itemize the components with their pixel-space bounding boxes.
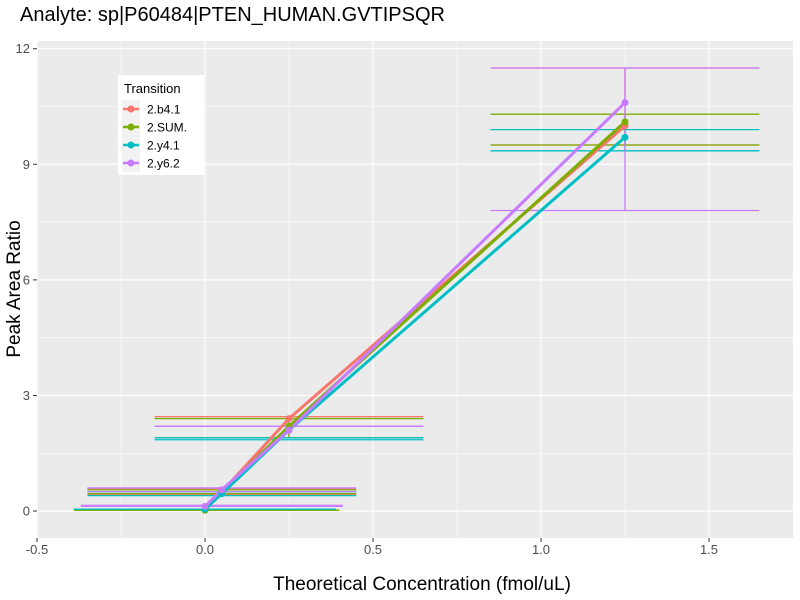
point-2-y6-2 — [621, 99, 629, 107]
legend-label-2-sum: 2.SUM. — [147, 121, 187, 135]
point-2-y4-1 — [621, 133, 629, 141]
y-tick-label: 3 — [23, 388, 30, 403]
legend-label-2-y4-1: 2.y4.1 — [147, 139, 180, 153]
x-axis-label: Theoretical Concentration (fmol/uL) — [273, 574, 571, 595]
point-2-b4-1 — [285, 415, 293, 423]
point-2-y6-2 — [201, 502, 209, 510]
y-tick-label: 0 — [23, 504, 30, 519]
series-lines — [203, 101, 627, 512]
legend-title: Transition — [124, 81, 181, 96]
x-tick-label: 0.0 — [196, 542, 214, 557]
legend-key-point-2-sum — [127, 123, 135, 131]
y-axis: 0 3 6 9 12 — [16, 41, 37, 519]
point-2-sum — [621, 118, 629, 126]
legend-label-2-b4-1: 2.b4.1 — [147, 103, 181, 117]
legend-label-2-y6-2: 2.y6.2 — [147, 157, 180, 171]
x-tick-label: 1.0 — [532, 542, 550, 557]
y-tick-label: 6 — [23, 272, 30, 287]
x-tick-label: 0.5 — [364, 542, 382, 557]
minor-gridlines — [37, 41, 793, 538]
point-2-y6-2 — [218, 486, 226, 494]
y-axis-label: Peak Area Ratio — [4, 220, 25, 357]
legend-key-point-2-b4-1 — [127, 105, 135, 113]
legend: Transition 2.b4.1 2.SUM. 2.y4.1 2.y6.2 — [118, 75, 204, 175]
legend-key-point-2-y4-1 — [127, 141, 135, 149]
series-line-2-y6-2 — [203, 101, 627, 508]
x-axis: -0.5 0.0 0.5 1.0 1.5 — [26, 538, 718, 557]
y-tick-label: 12 — [16, 41, 30, 56]
legend-key-point-2-y6-2 — [127, 159, 135, 167]
y-tick-label: 9 — [23, 157, 30, 172]
x-tick-label: -0.5 — [26, 542, 48, 557]
x-tick-label: 1.5 — [700, 542, 718, 557]
chart-title: Analyte: sp|P60484|PTEN_HUMAN.GVTIPSQR — [20, 4, 445, 26]
major-gridlines — [36, 41, 793, 538]
point-2-y6-2 — [285, 426, 293, 434]
data-points — [201, 99, 629, 514]
